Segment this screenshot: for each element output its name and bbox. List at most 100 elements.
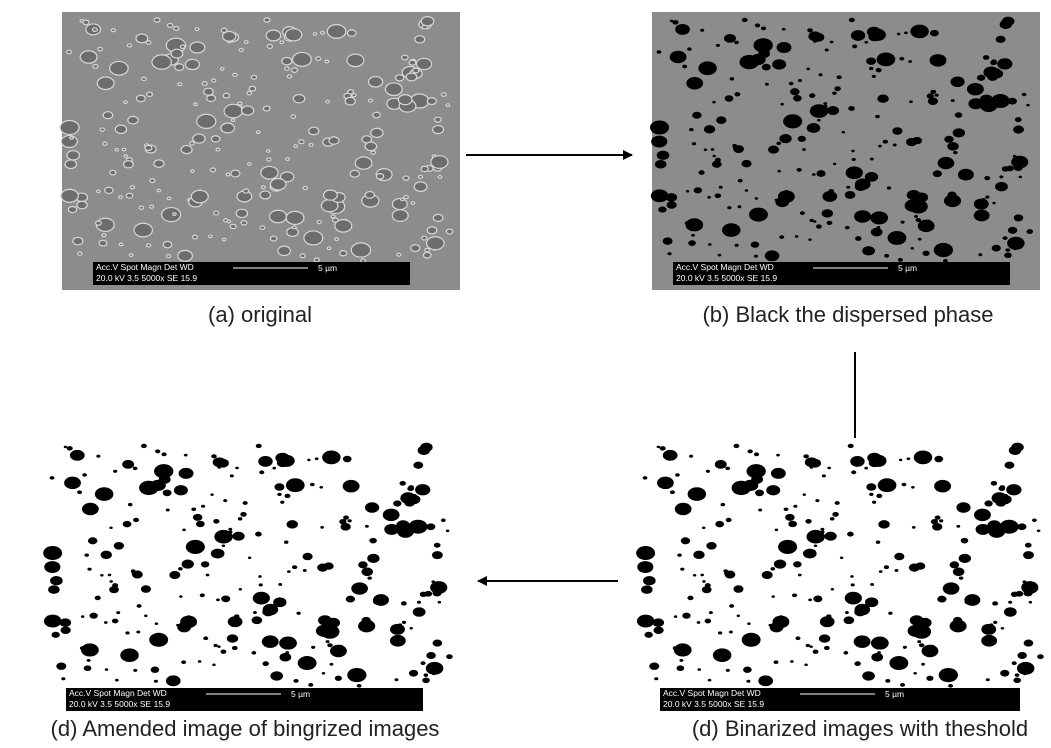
pore [300,254,305,258]
pore [646,562,649,565]
pore [807,68,810,71]
pore [105,187,113,193]
pore [847,532,854,537]
pore [221,123,234,133]
pore [267,45,272,49]
pore [682,613,690,619]
pore [992,202,995,205]
pore [178,83,182,86]
pore [823,102,827,105]
pore [128,503,133,506]
pore [702,586,712,593]
pore [365,192,374,199]
pore [878,145,882,148]
pore [77,454,82,458]
pore [87,659,91,662]
pore [699,170,705,175]
pore [687,596,693,601]
pore [61,626,71,634]
info-values: 20.0 kV 3.5 5000x SE 15.9 [676,273,777,283]
pore [253,592,270,605]
pore [227,220,230,223]
pore [232,646,238,650]
pore [284,541,288,544]
pore [747,622,750,625]
pore [48,585,60,594]
pore [221,596,230,603]
pore [214,530,232,544]
pore [816,224,822,228]
pore [982,198,986,201]
pore [939,668,958,682]
pore [990,623,994,626]
pore [845,191,856,199]
pore [331,215,335,218]
pore [376,174,383,179]
pore [1024,640,1034,647]
pore [278,583,282,586]
pore [99,240,107,246]
pore [191,190,208,202]
pore [421,17,434,26]
pore [266,150,270,153]
pore [154,18,160,22]
pore [876,494,882,498]
pore [402,621,406,624]
pore [327,25,345,39]
pore [808,31,821,41]
pore [779,134,791,143]
pore [879,570,883,573]
pore [361,568,373,577]
pore [314,258,319,262]
pore [414,182,427,191]
pore [347,30,356,36]
pore [766,485,780,495]
pore [160,638,163,641]
pore [877,651,881,654]
pore [715,460,727,469]
pore [318,615,332,625]
pore [641,585,653,594]
pore [319,486,323,489]
pore [93,65,98,69]
sem-image: Acc.V Spot Magn Det WD20.0 kV 3.5 5000x … [60,12,460,290]
pore [637,561,653,573]
pore [854,635,871,647]
pore [999,486,1006,491]
pore [898,258,903,262]
pore [919,643,924,647]
pore [784,507,789,511]
pore [778,190,795,202]
pore [124,101,127,104]
pore [930,30,939,36]
pore [724,34,736,43]
pore [213,457,226,467]
pore [119,243,123,246]
pore [753,638,756,641]
pore [845,226,850,230]
pore [793,505,797,508]
pore [805,457,818,467]
pore [255,532,262,537]
pore [670,51,687,63]
scale-label: 5 µm [885,689,904,699]
pore [287,570,291,573]
pore [60,120,79,134]
image-background [638,438,1051,715]
pore [827,221,833,225]
pore [804,663,807,666]
pore [385,83,402,95]
pore [903,646,907,649]
pore [390,624,405,635]
pore [790,88,800,95]
pore [745,189,748,192]
pore [832,91,837,94]
pore [210,168,215,172]
pore [411,202,414,205]
pore [663,237,673,244]
pore [708,679,712,682]
pore [407,486,414,491]
pore [822,209,833,217]
pore [64,446,67,449]
pore [369,99,373,102]
